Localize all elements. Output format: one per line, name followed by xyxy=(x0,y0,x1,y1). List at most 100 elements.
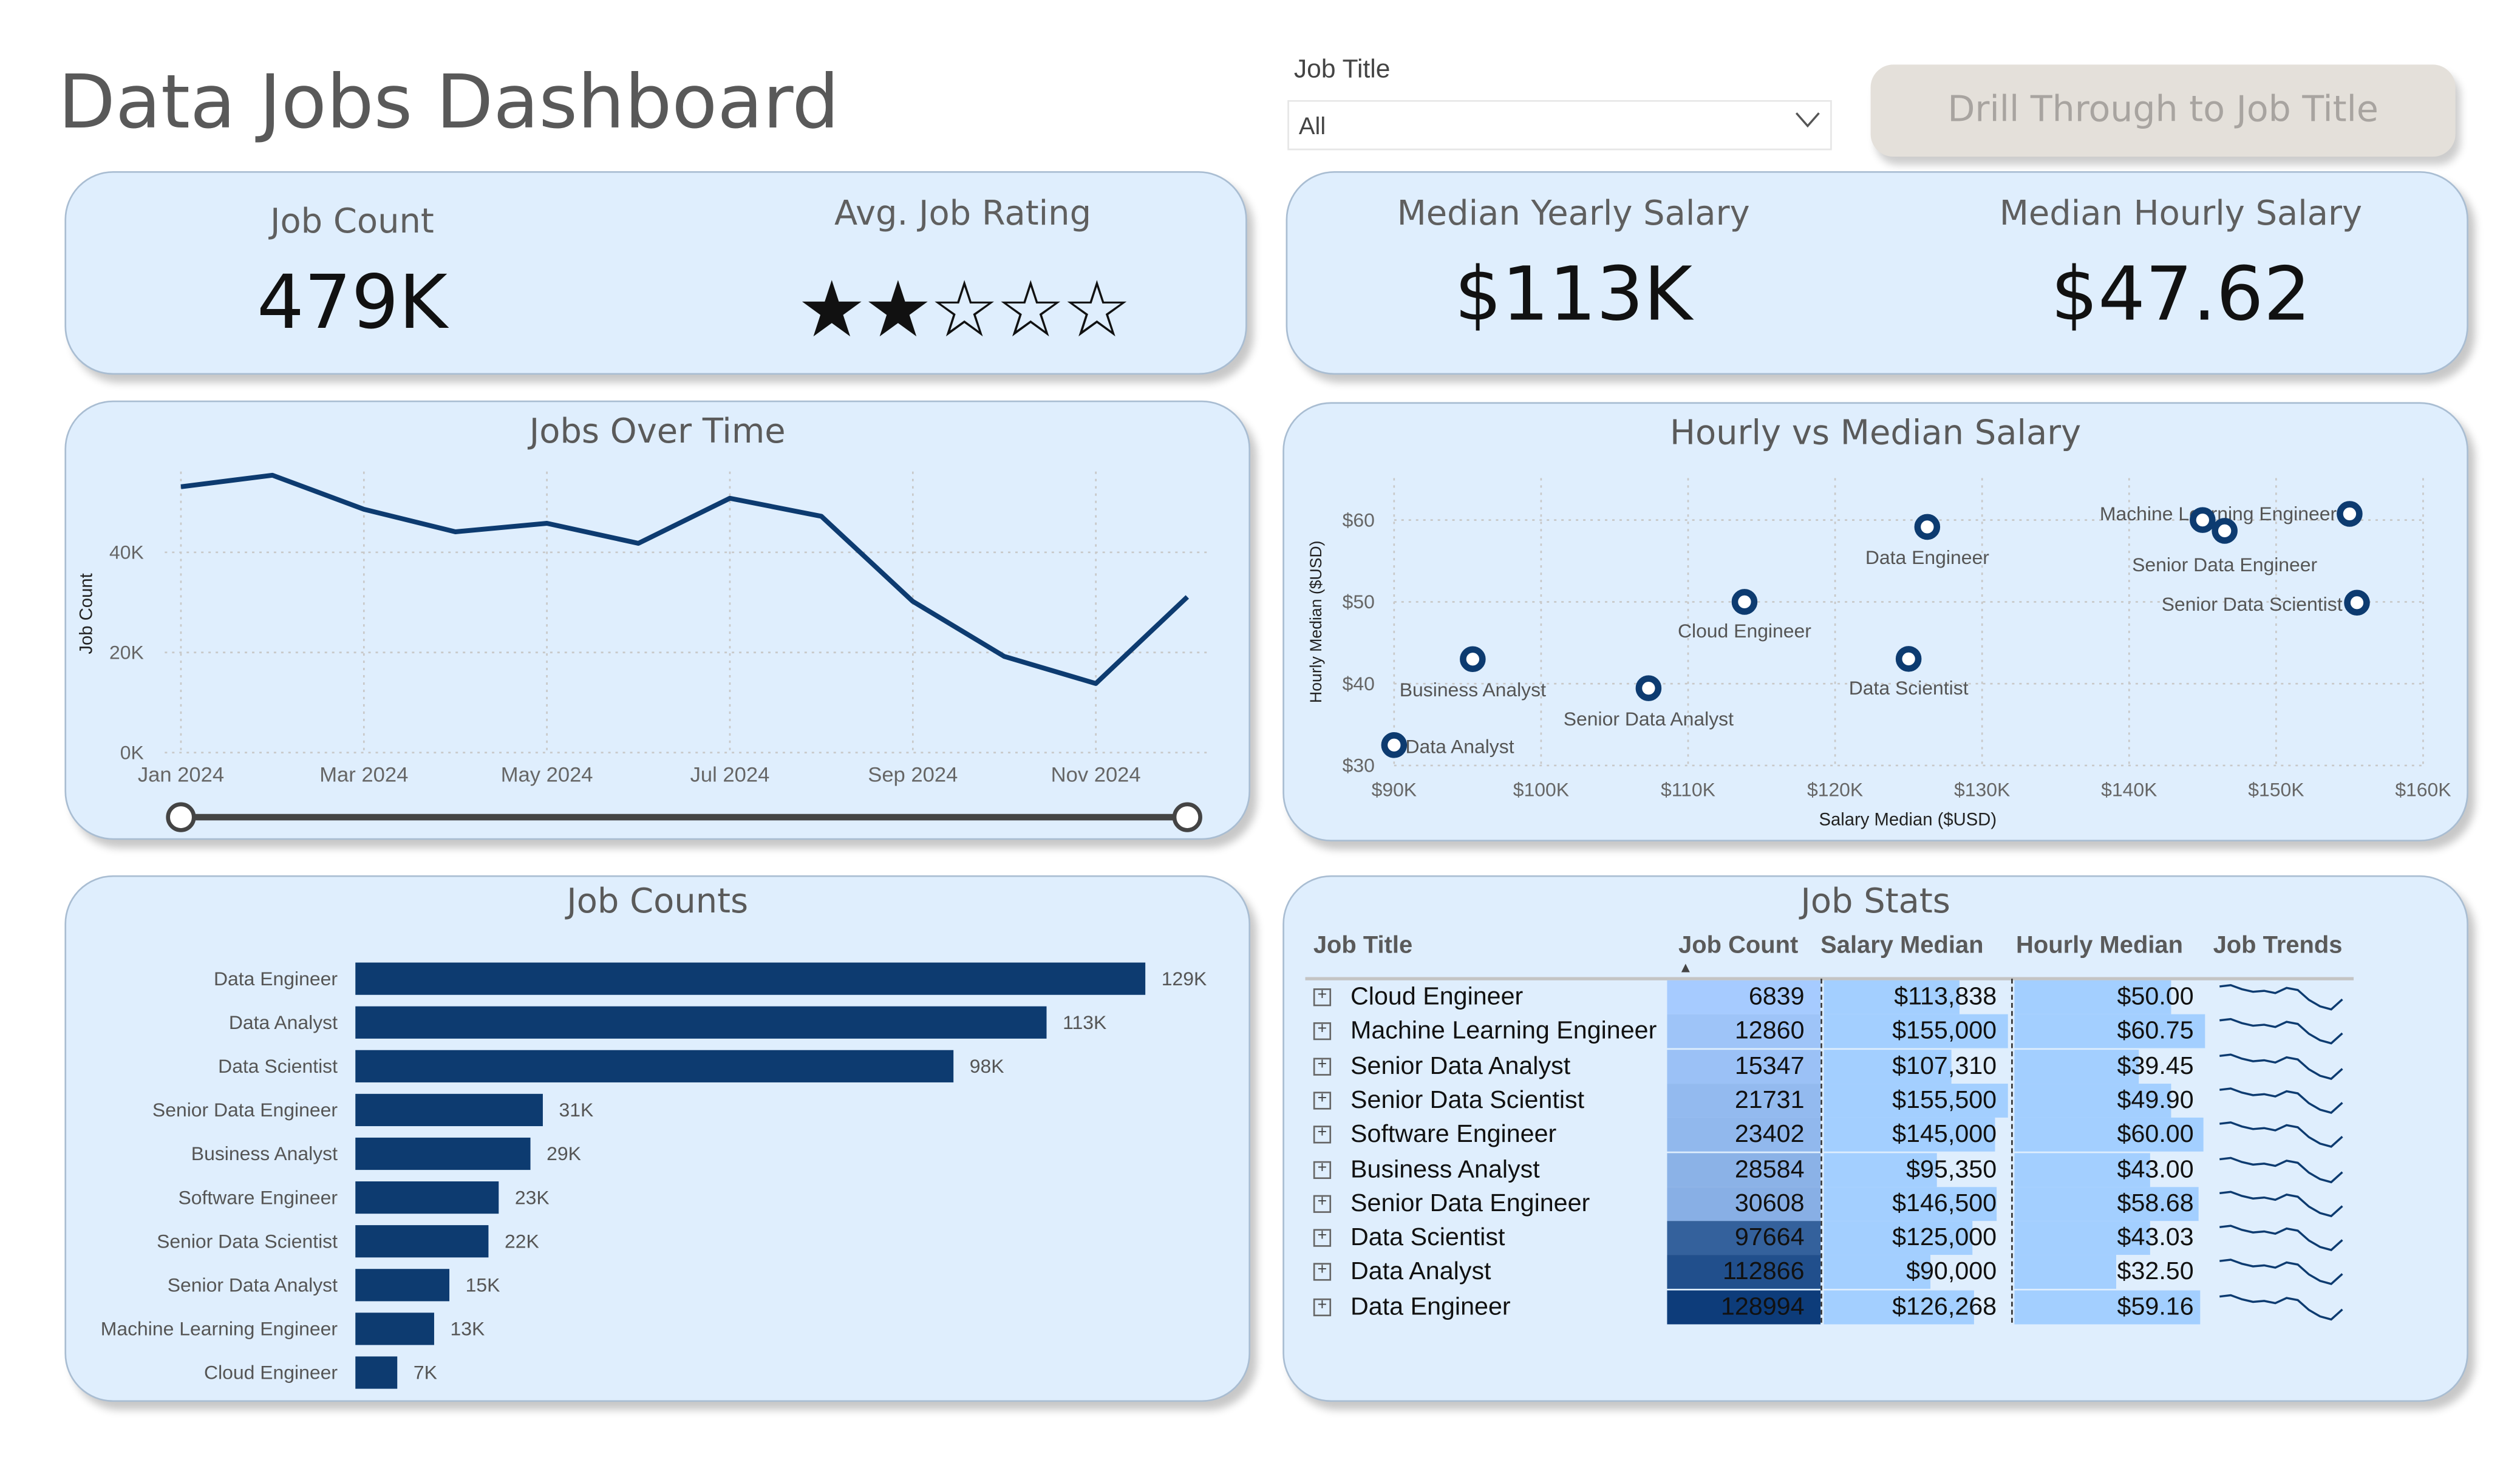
hourly-median-cell: $43.03 xyxy=(2117,1224,2194,1252)
salary-median-cell: $125,000 xyxy=(1892,1224,1997,1252)
col-header-salary-median[interactable]: Salary Median xyxy=(1820,931,1984,960)
job-count-cell: 30608 xyxy=(1667,1186,1821,1221)
salary-median-cell: $95,350 xyxy=(1906,1155,1997,1183)
job-trend-sparkline xyxy=(2219,1293,2343,1320)
drill-through-button[interactable]: Drill Through to Job Title xyxy=(1870,64,2456,157)
hourly-databar xyxy=(2014,1118,2203,1152)
job-trend-sparkline xyxy=(2219,1087,2343,1114)
expand-icon[interactable]: + xyxy=(1313,1125,1332,1144)
salary-databar xyxy=(1824,1014,2007,1049)
expand-icon[interactable]: + xyxy=(1313,1091,1332,1110)
jobs-over-time-card xyxy=(64,400,1251,840)
scatter-card xyxy=(1282,402,2468,842)
job-title-cell: Software Engineer xyxy=(1350,1121,1557,1149)
job-title-dropdown[interactable]: All xyxy=(1287,100,1832,151)
salary-databar xyxy=(1824,1152,1937,1186)
kpi-card-salary xyxy=(1286,171,2468,375)
star-filled-icon: ★ xyxy=(863,268,933,354)
expand-icon[interactable]: + xyxy=(1313,1263,1332,1282)
scatter-title: Hourly vs Median Salary xyxy=(1669,413,2082,452)
salary-median-cell: $126,268 xyxy=(1892,1293,1997,1321)
salary-databar xyxy=(1824,1289,1973,1324)
salary-databar xyxy=(1824,980,1959,1014)
salary-median-cell: $107,310 xyxy=(1892,1052,1997,1080)
job-title-cell: Data Analyst xyxy=(1350,1258,1491,1286)
job-trend-sparkline xyxy=(2219,1190,2343,1217)
job-trend-sparkline xyxy=(2219,1018,2343,1045)
col-header-job-title[interactable]: Job Title xyxy=(1313,931,1413,960)
hourly-databar xyxy=(2014,1083,2171,1118)
job-trend-sparkline xyxy=(2219,984,2343,1011)
job-title-cell: Data Scientist xyxy=(1350,1224,1505,1252)
kpi-card-jobs xyxy=(64,171,1247,375)
hourly-databar xyxy=(2014,1186,2199,1221)
slicer-label: Job Title xyxy=(1293,56,1391,84)
header-divider xyxy=(1305,977,2354,980)
hourly-median-cell: $32.50 xyxy=(2117,1258,2194,1286)
hourly-median-cell: $39.45 xyxy=(2117,1052,2194,1080)
job-trend-sparkline xyxy=(2219,1053,2343,1079)
hourly-databar xyxy=(2014,1152,2150,1186)
star-filled-icon: ★ xyxy=(797,268,867,354)
hourly-median-cell: $59.16 xyxy=(2117,1293,2194,1321)
job-count-cell: 112866 xyxy=(1667,1255,1821,1289)
hourly-median-cell: $50.00 xyxy=(2117,983,2194,1011)
job-trend-sparkline xyxy=(2219,1259,2343,1286)
job-count-cell: 97664 xyxy=(1667,1221,1821,1255)
salary-databar xyxy=(1824,1118,1996,1152)
job-title-cell: Cloud Engineer xyxy=(1350,983,1524,1011)
column-divider xyxy=(1820,979,1822,1323)
salary-median-cell: $146,500 xyxy=(1892,1190,1997,1218)
chevron-down-icon xyxy=(1795,108,1820,131)
col-header-job-count[interactable]: Job Count xyxy=(1678,931,1799,960)
job-title-cell: Machine Learning Engineer xyxy=(1350,1017,1657,1046)
hourly-databar xyxy=(2014,1049,2139,1083)
col-header-job-trends[interactable]: Job Trends xyxy=(2213,931,2343,960)
job-count-value: 479K xyxy=(257,258,448,346)
salary-databar xyxy=(1824,1186,1998,1221)
hourly-median-cell: $49.90 xyxy=(2117,1087,2194,1115)
median-yearly-label: Median Yearly Salary xyxy=(1397,194,1750,233)
expand-icon[interactable]: + xyxy=(1313,1297,1332,1316)
job-count-cell: 12860 xyxy=(1667,1014,1821,1049)
expand-icon[interactable]: + xyxy=(1313,1160,1332,1178)
jobs-over-time-title: Jobs Over Time xyxy=(529,412,786,451)
expand-icon[interactable]: + xyxy=(1313,988,1332,1007)
dropdown-value: All xyxy=(1298,113,1326,141)
star-outline-icon: ☆ xyxy=(1062,268,1131,354)
hourly-median-cell: $58.68 xyxy=(2117,1190,2194,1218)
col-header-hourly-median[interactable]: Hourly Median xyxy=(2016,931,2184,960)
page-title: Data Jobs Dashboard xyxy=(58,58,840,146)
salary-databar xyxy=(1824,1049,1951,1083)
salary-median-cell: $145,000 xyxy=(1892,1121,1997,1149)
star-outline-icon: ☆ xyxy=(929,268,999,354)
star-outline-icon: ☆ xyxy=(996,268,1065,354)
job-title-cell: Senior Data Engineer xyxy=(1350,1190,1590,1218)
job-title-cell: Senior Data Analyst xyxy=(1350,1052,1571,1080)
job-title-cell: Business Analyst xyxy=(1350,1155,1540,1183)
job-trend-sparkline xyxy=(2219,1224,2343,1252)
sort-ascending-icon: ▲ xyxy=(1678,959,1693,976)
hourly-databar xyxy=(2014,1289,2201,1324)
drill-through-label: Drill Through to Job Title xyxy=(1947,90,2379,131)
salary-median-cell: $155,500 xyxy=(1892,1087,1997,1115)
job-trend-sparkline xyxy=(2219,1156,2343,1183)
job-count-cell: 128994 xyxy=(1667,1289,1821,1324)
job-count-cell: 15347 xyxy=(1667,1049,1821,1083)
job-count-cell: 28584 xyxy=(1667,1152,1821,1186)
expand-icon[interactable]: + xyxy=(1313,1022,1332,1041)
median-hourly-label: Median Hourly Salary xyxy=(1999,194,2363,233)
expand-icon[interactable]: + xyxy=(1313,1194,1332,1213)
column-divider xyxy=(2011,979,2013,1323)
hourly-median-cell: $43.00 xyxy=(2117,1155,2194,1183)
salary-median-cell: $113,838 xyxy=(1894,983,1997,1011)
job-title-cell: Data Engineer xyxy=(1350,1293,1511,1321)
job-stats-title: Job Stats xyxy=(1800,881,1950,921)
job-trend-sparkline xyxy=(2219,1121,2343,1149)
expand-icon[interactable]: + xyxy=(1313,1228,1332,1248)
median-hourly-value: $47.62 xyxy=(2051,250,2311,338)
expand-icon[interactable]: + xyxy=(1313,1056,1332,1075)
rating-stars: ★★☆☆☆ xyxy=(720,267,1205,357)
job-counts-title: Job Counts xyxy=(567,881,749,921)
